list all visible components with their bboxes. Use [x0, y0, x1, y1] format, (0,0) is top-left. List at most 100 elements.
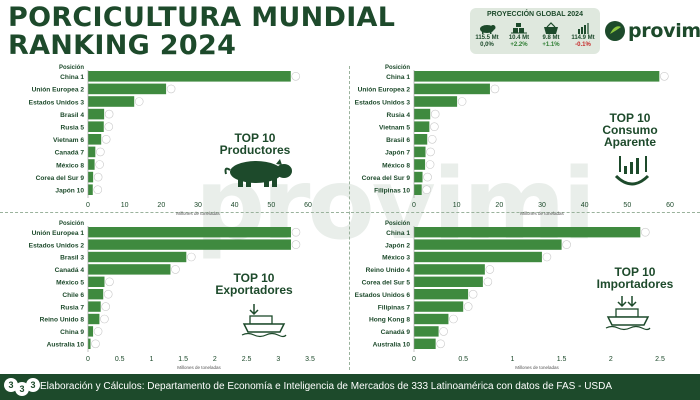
x-tick-label: 3.5: [305, 356, 315, 363]
flag-icon: [100, 314, 109, 324]
bar: [88, 264, 171, 275]
bar: [88, 108, 105, 120]
position-header: Posición: [59, 65, 84, 71]
projection-value: 115.5 Mt: [475, 35, 499, 41]
category-label: Corea del Sur 9: [36, 175, 85, 182]
flag-icon: [105, 277, 114, 287]
bar: [88, 313, 100, 325]
flag-icon: [104, 109, 114, 119]
category-label: Estados Unidos 3: [29, 99, 85, 106]
x-tick-label: 0.5: [115, 356, 125, 363]
flag-icon: [468, 289, 478, 299]
category-label: China 1: [386, 74, 410, 81]
x-axis-label: Millones de toneladas: [176, 211, 220, 216]
footer: 3 3 3 Elaboración y Cálculos: Departamen…: [0, 374, 700, 400]
x-tick-label: 1.5: [178, 356, 188, 363]
importers-chart: Posición China 1 Japón 2 México 3 Reino Unid…: [355, 221, 665, 370]
exporters-chart: Posición Unión Europea 1 Estados Unidos 2 B…: [29, 221, 315, 370]
x-tick-label: 30: [194, 202, 202, 209]
flag-icon: [485, 265, 495, 274]
category-label: China 1: [60, 74, 84, 81]
x-tick-label: 0: [86, 202, 90, 209]
projection-change: -0.1%: [575, 42, 591, 48]
flag-icon: [483, 277, 493, 287]
bar: [414, 338, 436, 349]
category-label: Chile 6: [62, 292, 84, 299]
category-label: Estados Unidos 3: [355, 99, 411, 106]
category-label: México 3: [382, 255, 410, 262]
category-label: México 8: [382, 162, 410, 169]
category-label: Unión Europea 2: [32, 87, 85, 94]
flag-icon: [291, 227, 301, 237]
projection-value: 10.4 Mt: [508, 35, 530, 41]
producers-chart: Posición China 1 Unión Europea 2 Estados Un…: [29, 65, 312, 216]
bar: [88, 301, 101, 312]
x-tick-label: 50: [623, 202, 631, 209]
x-tick-label: 40: [581, 202, 589, 209]
category-label: Corea del Sur 9: [362, 175, 411, 182]
projection-change: +2.2%: [510, 42, 528, 48]
category-label: Rusia 5: [61, 124, 85, 131]
x-tick-label: 0.5: [458, 356, 468, 363]
bar: [414, 159, 426, 170]
bar: [414, 146, 426, 158]
category-label: Australia 10: [47, 342, 85, 349]
flag-icon: [439, 327, 448, 336]
x-tick-label: 0: [412, 356, 416, 363]
category-label: Unión Europea 2: [358, 87, 411, 94]
x-axis-label: Millones de toneladas: [520, 211, 564, 216]
flag-icon: [95, 160, 104, 169]
bar: [88, 83, 167, 95]
category-label: Filipinas 7: [378, 304, 411, 311]
bar: [88, 289, 104, 300]
badge-digit: 3: [26, 378, 40, 392]
bar: [88, 251, 187, 263]
flag-icon: [134, 97, 144, 106]
category-label: Brasil 6: [386, 137, 410, 144]
flag-icon: [641, 227, 650, 237]
fork-chart-icon: [578, 23, 589, 34]
flag-icon: [291, 240, 301, 249]
category-label: Reino Unido 8: [40, 317, 85, 324]
logo-333-badge: 3 3 3: [4, 378, 40, 396]
flag-icon: [93, 327, 103, 336]
flag-icon: [93, 185, 103, 194]
ship-export-icon: [241, 304, 287, 338]
x-tick-label: 40: [231, 202, 239, 209]
bar: [414, 313, 449, 325]
title-line-2: RANKING 2024: [8, 30, 237, 61]
flag-icon: [449, 314, 458, 324]
category-label: China 1: [386, 230, 410, 237]
flag-icon: [422, 185, 431, 194]
pig-icon: [224, 159, 292, 187]
category-label: Estados Unidos 2: [29, 242, 85, 249]
pig-icon: [480, 25, 496, 34]
provimi-leaf-icon: [605, 21, 625, 41]
flag-icon: [457, 97, 467, 106]
flag-icon: [427, 135, 437, 144]
bar: [414, 108, 431, 120]
bar: [414, 121, 430, 132]
category-label: Vietnam 6: [53, 137, 84, 144]
trade-boxes-icon: [511, 23, 527, 34]
x-axis-label: Millones de toneladas: [515, 365, 559, 370]
category-label: Estados Unidos 6: [355, 292, 411, 299]
global-projection-box: PROYECCIÓN GLOBAL 2024 115.5 Mt 0,0% 10.…: [470, 8, 600, 54]
bar: [88, 134, 102, 145]
flag-icon: [101, 135, 111, 144]
x-tick-label: 30: [538, 202, 546, 209]
x-tick-label: 10: [121, 202, 129, 209]
bar: [414, 276, 483, 287]
x-tick-label: 1.5: [557, 356, 567, 363]
bar: [88, 71, 291, 82]
position-header: Posición: [59, 221, 84, 227]
badge-digit: 3: [15, 382, 29, 396]
category-label: Australia 10: [373, 342, 411, 349]
producers-title: TOP 10 Productores: [219, 131, 291, 157]
bar: [88, 121, 104, 132]
category-label: Canadá 4: [55, 267, 85, 274]
x-tick-label: 10: [453, 202, 461, 209]
bar: [414, 264, 485, 275]
brand-name: provimi: [628, 20, 700, 42]
flag-icon: [430, 109, 440, 119]
